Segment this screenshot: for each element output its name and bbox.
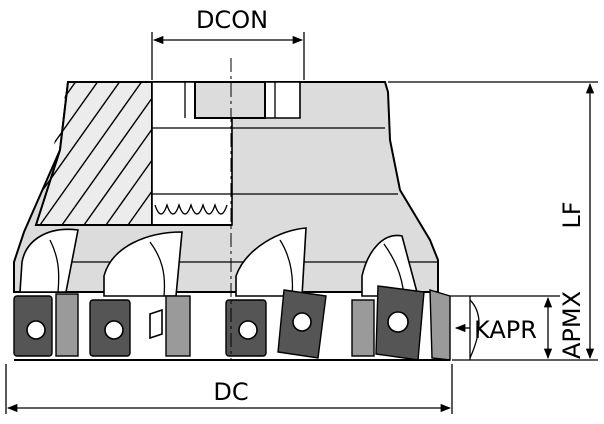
chip-pocket-1 xyxy=(19,228,79,293)
insert-screw-4 xyxy=(292,312,312,332)
insert-screw-5 xyxy=(387,311,409,333)
chip-pocket-2 xyxy=(103,231,183,297)
label-apmx: APMX xyxy=(558,291,586,359)
label-dc: DC xyxy=(213,378,248,406)
inserts xyxy=(13,285,451,361)
chip-pockets xyxy=(19,227,420,297)
dim-dc: DC xyxy=(5,364,453,414)
dim-kapr: KAPR xyxy=(454,296,537,360)
dim-dcon: DCON xyxy=(151,6,305,80)
insert-screw-3 xyxy=(238,320,258,340)
label-dcon: DCON xyxy=(196,6,268,34)
dim-apmx: APMX xyxy=(450,291,586,360)
label-kapr: KAPR xyxy=(474,316,537,344)
label-lf: LF xyxy=(558,201,586,228)
insert-screw-1 xyxy=(26,320,46,340)
chip-pocket-4 xyxy=(361,234,420,297)
insert-screw-2 xyxy=(104,320,124,340)
dim-lf: LF xyxy=(388,81,598,361)
chip-pocket-3 xyxy=(235,227,307,297)
